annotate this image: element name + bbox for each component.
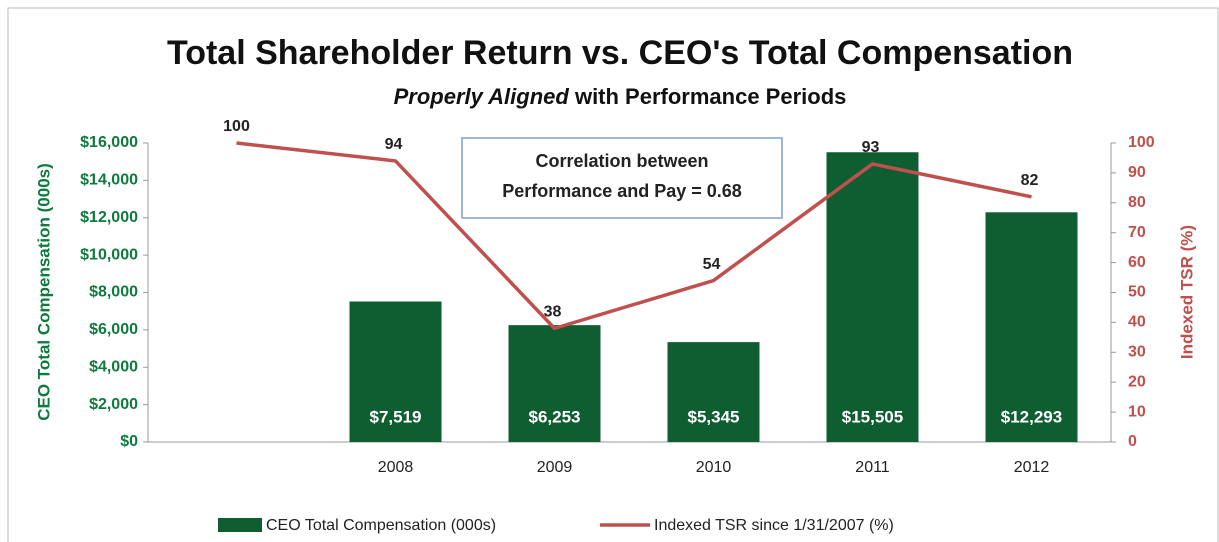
y2-tick-label: 40: [1128, 314, 1146, 331]
y-tick-label: $16,000: [80, 134, 138, 151]
bar-value-label: $15,505: [842, 407, 903, 426]
x-tick-label: 2010: [696, 459, 732, 476]
y-axis-title: CEO Total Compensation (000s): [34, 163, 53, 421]
chart-subtitle: Properly Aligned with Performance Period…: [394, 84, 847, 109]
y2-tick-label: 50: [1128, 284, 1146, 301]
x-tick-label: 2009: [537, 459, 573, 476]
x-tick-label: 2011: [855, 459, 890, 476]
bar: [826, 152, 919, 442]
y-tick-label: $8,000: [89, 284, 138, 301]
line-value-label: 93: [862, 139, 880, 156]
y2-tick-label: 30: [1128, 344, 1146, 361]
legend-label: CEO Total Compensation (000s): [266, 517, 496, 534]
y-tick-label: $10,000: [80, 246, 138, 263]
y2-tick-label: 70: [1128, 224, 1146, 241]
annotation-box: [461, 137, 783, 219]
line-value-label: 38: [544, 304, 562, 321]
bar: [667, 342, 760, 442]
bar: [985, 212, 1078, 442]
x-tick-label: 2012: [1014, 459, 1050, 476]
subtitle-text: with Performance Periods: [574, 84, 846, 109]
y-tick-label: $2,000: [89, 396, 138, 413]
annotation-text: Correlation between: [535, 151, 708, 171]
y2-axis-title: Indexed TSR (%): [1177, 225, 1196, 359]
line-value-label: 82: [1021, 172, 1039, 189]
legend-swatch: [218, 518, 262, 532]
y2-tick-label: 20: [1128, 373, 1146, 390]
line: [236, 141, 1032, 331]
bar-value-label: $12,293: [1001, 407, 1062, 426]
y2-tick-label: 0: [1128, 433, 1137, 450]
bar: [508, 325, 601, 442]
subtitle-emphasis: Properly Aligned: [394, 84, 570, 109]
line-value-label: 100: [223, 118, 250, 135]
legend-label: Indexed TSR since 1/31/2007 (%): [654, 517, 894, 534]
y-tick-label: $4,000: [89, 358, 138, 375]
y2-tick-label: 60: [1128, 254, 1146, 271]
line-value-label: 94: [385, 136, 403, 153]
y2-tick-label: 90: [1128, 164, 1146, 181]
y-tick-label: $12,000: [80, 209, 138, 226]
bar-value-label: $7,519: [370, 407, 422, 426]
bar-value-label: $5,345: [688, 407, 740, 426]
line-value-label: 54: [703, 256, 721, 273]
annotation-text: Performance and Pay = 0.68: [502, 181, 742, 201]
x-tick-label: 2008: [378, 459, 414, 476]
y-tick-label: $14,000: [80, 172, 138, 189]
y2-tick-label: 10: [1128, 403, 1146, 420]
y-tick-label: $6,000: [89, 321, 138, 338]
y-tick-label: $0: [120, 433, 138, 450]
bar: [349, 301, 442, 442]
bar-value-label: $6,253: [529, 407, 581, 426]
y2-tick-label: 100: [1128, 134, 1155, 151]
y2-tick-label: 80: [1128, 194, 1146, 211]
chart-title: Total Shareholder Return vs. CEO's Total…: [167, 34, 1073, 72]
